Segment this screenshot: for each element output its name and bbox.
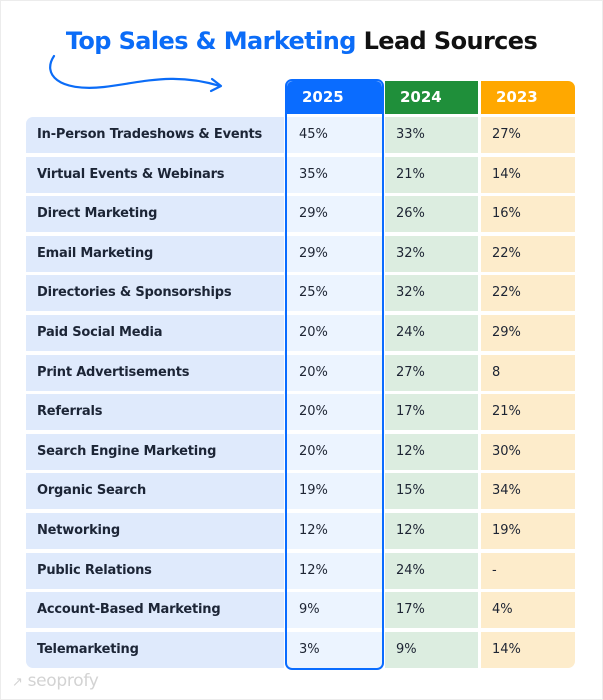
cell-2024: 33% bbox=[385, 117, 478, 153]
cell-2024: 15% bbox=[385, 473, 478, 510]
column-header-2025: 2025 bbox=[287, 81, 382, 114]
cell-2023: 19% bbox=[481, 513, 575, 549]
row-label: In-Person Tradeshows & Events bbox=[26, 117, 284, 153]
row-label: Organic Search bbox=[26, 473, 284, 510]
cell-2025: 20% bbox=[287, 394, 382, 431]
row-label: Direct Marketing bbox=[26, 196, 284, 233]
cell-2023: 27% bbox=[481, 117, 575, 153]
cell-2025: 19% bbox=[287, 473, 382, 510]
cell-2024: 9% bbox=[385, 631, 478, 668]
table-row: Public Relations 12% 24% - bbox=[26, 552, 575, 589]
cell-2023: 14% bbox=[481, 156, 575, 193]
row-label: Print Advertisements bbox=[26, 354, 284, 391]
cell-2024: 17% bbox=[385, 394, 478, 431]
title-rest: Lead Sources bbox=[363, 27, 538, 55]
cell-2025: 29% bbox=[287, 235, 382, 272]
row-label: Networking bbox=[26, 513, 284, 549]
cell-2023: 29% bbox=[481, 315, 575, 351]
title-highlight: Top Sales & Marketing bbox=[65, 27, 357, 55]
cell-2025: 20% bbox=[287, 433, 382, 470]
table-row: Account-Based Marketing 9% 17% 4% bbox=[26, 592, 575, 629]
table-row: Paid Social Media 20% 24% 29% bbox=[26, 315, 575, 351]
cell-2024: 24% bbox=[385, 552, 478, 589]
row-label: Paid Social Media bbox=[26, 315, 284, 351]
cell-2023: 22% bbox=[481, 275, 575, 312]
table-row: Networking 12% 12% 19% bbox=[26, 513, 575, 549]
column-header-2024: 2024 bbox=[385, 81, 478, 114]
row-label: Telemarketing bbox=[26, 631, 284, 668]
page-title: Top Sales & Marketing Lead Sources bbox=[0, 27, 603, 55]
cell-2025: 3% bbox=[287, 631, 382, 668]
cell-2024: 21% bbox=[385, 156, 478, 193]
cell-2023: - bbox=[481, 552, 575, 589]
cell-2025: 12% bbox=[287, 552, 382, 589]
cell-2024: 26% bbox=[385, 196, 478, 233]
table-row: Organic Search 19% 15% 34% bbox=[26, 473, 575, 510]
cell-2024: 32% bbox=[385, 235, 478, 272]
row-label: Referrals bbox=[26, 394, 284, 431]
cell-2025: 9% bbox=[287, 592, 382, 629]
cell-2023: 30% bbox=[481, 433, 575, 470]
table-row: Referrals 20% 17% 21% bbox=[26, 394, 575, 431]
cell-2025: 35% bbox=[287, 156, 382, 193]
cell-2023: 16% bbox=[481, 196, 575, 233]
row-label: Email Marketing bbox=[26, 235, 284, 272]
row-label: Virtual Events & Webinars bbox=[26, 156, 284, 193]
table-row: Directories & Sponsorships 25% 32% 22% bbox=[26, 275, 575, 312]
cell-2024: 27% bbox=[385, 354, 478, 391]
row-label: Public Relations bbox=[26, 552, 284, 589]
column-header-2023: 2023 bbox=[481, 81, 575, 114]
cell-2025: 20% bbox=[287, 354, 382, 391]
cell-2023: 8 bbox=[481, 354, 575, 391]
cell-2023: 14% bbox=[481, 631, 575, 668]
cell-2025: 29% bbox=[287, 196, 382, 233]
row-label: Search Engine Marketing bbox=[26, 433, 284, 470]
cell-2025: 45% bbox=[287, 117, 382, 153]
table-row: Search Engine Marketing 20% 12% 30% bbox=[26, 433, 575, 470]
table-row: Print Advertisements 20% 27% 8 bbox=[26, 354, 575, 391]
arrow-up-right-icon: ↗ bbox=[12, 675, 23, 690]
row-label: Directories & Sponsorships bbox=[26, 275, 284, 312]
row-label: Account-Based Marketing bbox=[26, 592, 284, 629]
cell-2023: 22% bbox=[481, 235, 575, 272]
brand-logo: ↗ seoprofy bbox=[12, 671, 99, 691]
cell-2024: 12% bbox=[385, 433, 478, 470]
cell-2024: 24% bbox=[385, 315, 478, 351]
logo-text: seoprofy bbox=[27, 671, 99, 691]
table-row: In-Person Tradeshows & Events 45% 33% 27… bbox=[26, 117, 575, 153]
curved-arrow-icon bbox=[49, 54, 223, 93]
cell-2025: 25% bbox=[287, 275, 382, 312]
cell-2025: 20% bbox=[287, 315, 382, 351]
cell-2024: 17% bbox=[385, 592, 478, 629]
cell-2024: 12% bbox=[385, 513, 478, 549]
cell-2023: 4% bbox=[481, 592, 575, 629]
cell-2025: 12% bbox=[287, 513, 382, 549]
cell-2024: 32% bbox=[385, 275, 478, 312]
table-row: Virtual Events & Webinars 35% 21% 14% bbox=[26, 156, 575, 193]
table-row: Telemarketing 3% 9% 14% bbox=[26, 631, 575, 668]
table-row: Direct Marketing 29% 26% 16% bbox=[26, 196, 575, 233]
table-row: Email Marketing 29% 32% 22% bbox=[26, 235, 575, 272]
cell-2023: 34% bbox=[481, 473, 575, 510]
cell-2023: 21% bbox=[481, 394, 575, 431]
